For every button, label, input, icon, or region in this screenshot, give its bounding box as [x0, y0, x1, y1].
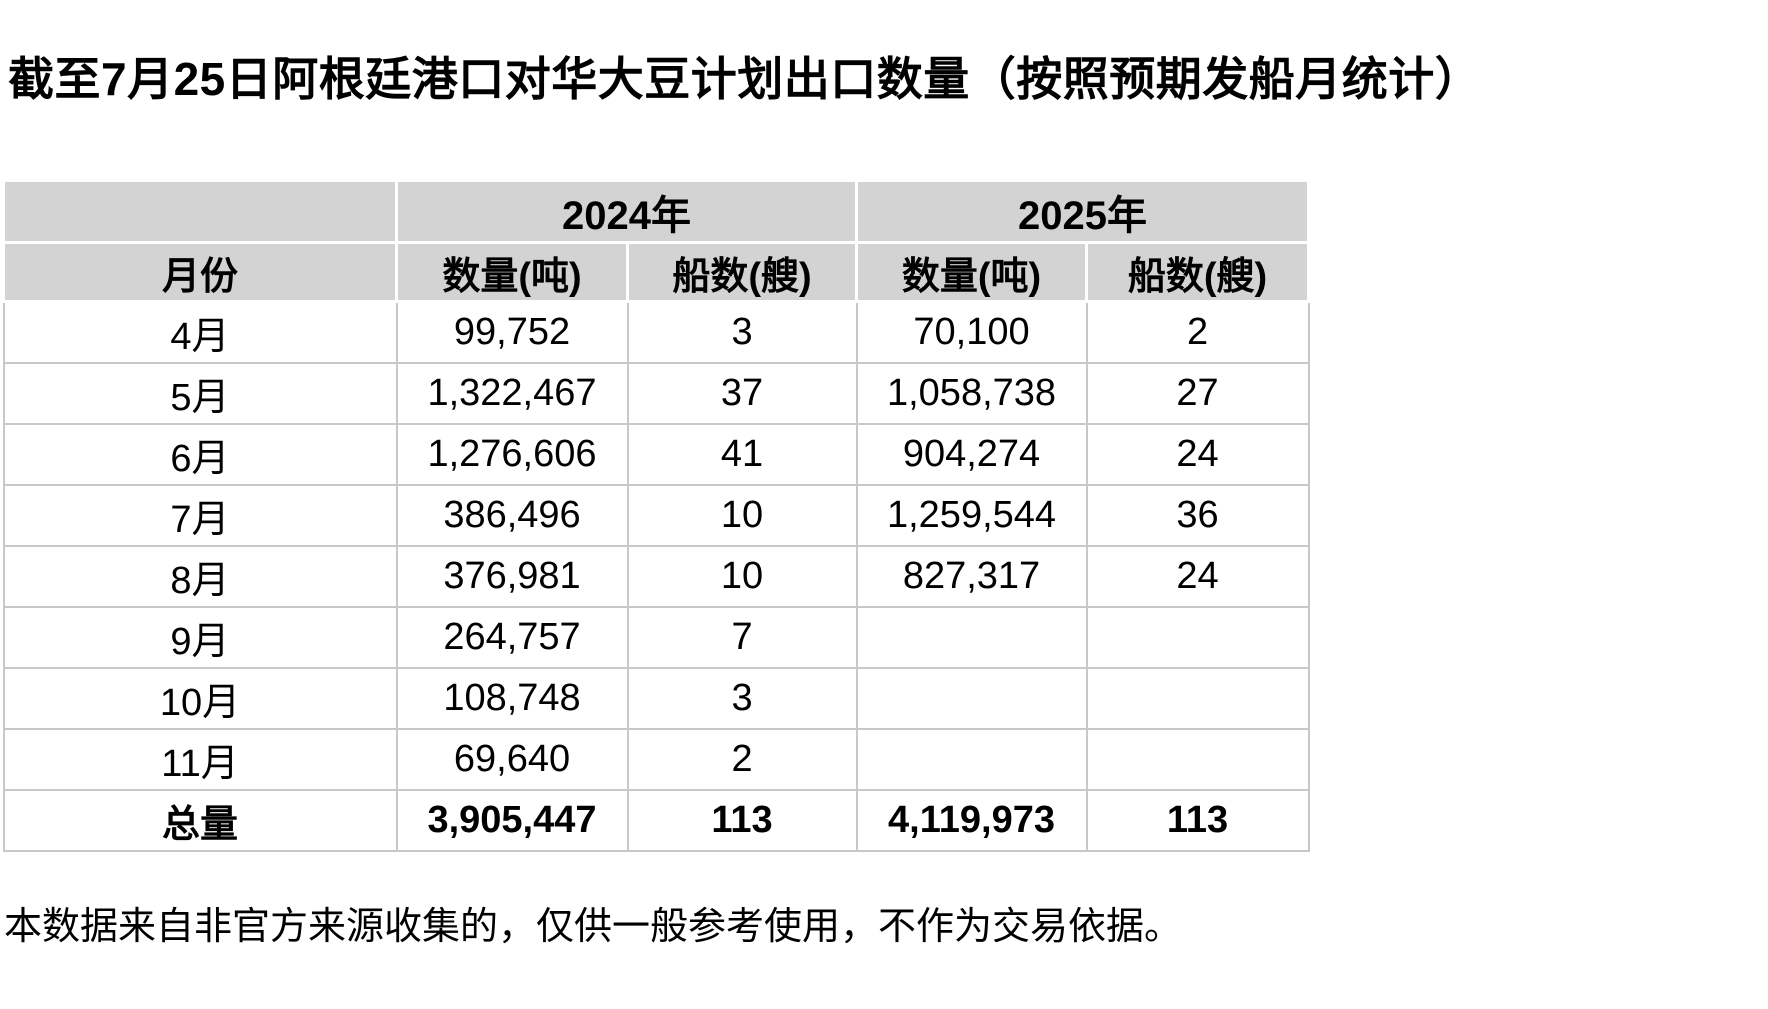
column-header-row: 月份 数量(吨) 船数(艘) 数量(吨) 船数(艘): [2, 241, 1311, 303]
cell-qty-2025: [855, 728, 1088, 791]
cell-ships-2025: 36: [1085, 484, 1310, 547]
cell-qty-2025: [855, 606, 1088, 669]
cell-ships-2025: 24: [1085, 545, 1310, 608]
year-header-2024: 2024年: [394, 179, 859, 244]
year-header-2025: 2025年: [855, 179, 1311, 244]
cell-ships-2025: 27: [1085, 362, 1310, 425]
cell-ships-2025: [1085, 667, 1310, 730]
cell-qty-2024: 376,981: [395, 545, 629, 608]
corner-cell: [2, 179, 398, 244]
page-title: 截至7月25日阿根廷港口对华大豆计划出口数量（按照预期发船月统计）: [8, 53, 1482, 105]
cell-month: 11月: [2, 728, 398, 791]
cell-ships-2024: 3: [626, 667, 858, 730]
cell-ships-2025: [1085, 728, 1310, 791]
table-row: 6月 1,276,606 41 904,274 24: [2, 423, 1310, 486]
cell-month: 10月: [2, 667, 398, 730]
cell-month: 8月: [2, 545, 398, 608]
cell-qty-2024: 264,757: [395, 606, 629, 669]
cell-qty-2024: 108,748: [395, 667, 629, 730]
column-header-qty-2025: 数量(吨): [855, 241, 1089, 303]
cell-qty-2025: 827,317: [855, 545, 1088, 608]
cell-qty-2025: [855, 667, 1088, 730]
export-data-table: 2024年 2025年 月份 数量(吨) 船数(艘) 数量(吨) 船数(艘) 4…: [2, 179, 1311, 852]
year-header-row: 2024年 2025年: [2, 179, 1311, 244]
cell-qty-2024: 99,752: [395, 300, 629, 364]
table-header: 2024年 2025年 月份 数量(吨) 船数(艘) 数量(吨) 船数(艘): [2, 179, 1311, 303]
cell-total-qty-2024: 3,905,447: [395, 789, 629, 852]
cell-qty-2024: 386,496: [395, 484, 629, 547]
cell-ships-2024: 2: [626, 728, 858, 791]
cell-ships-2024: 37: [626, 362, 858, 425]
cell-month: 5月: [2, 362, 398, 425]
cell-month: 4月: [2, 300, 398, 364]
column-header-ships-2025: 船数(艘): [1085, 241, 1311, 303]
cell-qty-2024: 1,322,467: [395, 362, 629, 425]
table-row: 8月 376,981 10 827,317 24: [2, 545, 1310, 608]
cell-ships-2024: 41: [626, 423, 858, 486]
cell-month: 6月: [2, 423, 398, 486]
total-row: 总量 3,905,447 113 4,119,973 113: [2, 789, 1310, 852]
cell-ships-2025: 2: [1085, 300, 1310, 364]
cell-qty-2024: 69,640: [395, 728, 629, 791]
cell-qty-2025: 1,058,738: [855, 362, 1088, 425]
column-header-qty-2024: 数量(吨): [395, 241, 629, 303]
cell-ships-2024: 3: [626, 300, 858, 364]
cell-total-qty-2025: 4,119,973: [855, 789, 1088, 852]
table-row: 10月 108,748 3: [2, 667, 1310, 730]
footnote: 本数据来自非官方来源收集的，仅供一般参考使用，不作为交易依据。: [4, 906, 1183, 948]
cell-qty-2025: 904,274: [855, 423, 1088, 486]
cell-month: 9月: [2, 606, 398, 669]
cell-ships-2024: 10: [626, 545, 858, 608]
column-header-ships-2024: 船数(艘): [625, 241, 859, 303]
cell-ships-2024: 7: [626, 606, 858, 669]
table-row: 9月 264,757 7: [2, 606, 1310, 669]
column-header-month: 月份: [2, 241, 398, 303]
cell-ships-2024: 10: [626, 484, 858, 547]
table-row: 5月 1,322,467 37 1,058,738 27: [2, 362, 1310, 425]
cell-qty-2025: 70,100: [855, 300, 1088, 364]
cell-qty-2024: 1,276,606: [395, 423, 629, 486]
cell-ships-2025: [1085, 606, 1310, 669]
cell-total-ships-2025: 113: [1085, 789, 1310, 852]
cell-total-ships-2024: 113: [626, 789, 858, 852]
cell-month: 7月: [2, 484, 398, 547]
table-row: 11月 69,640 2: [2, 728, 1310, 791]
cell-total-label: 总量: [2, 789, 398, 852]
cell-qty-2025: 1,259,544: [855, 484, 1088, 547]
table-row: 4月 99,752 3 70,100 2: [2, 300, 1310, 364]
table-body: 4月 99,752 3 70,100 2 5月 1,322,467 37 1,058,738 27…: [2, 300, 1310, 852]
table-row: 7月 386,496 10 1,259,544 36: [2, 484, 1310, 547]
cell-ships-2025: 24: [1085, 423, 1310, 486]
